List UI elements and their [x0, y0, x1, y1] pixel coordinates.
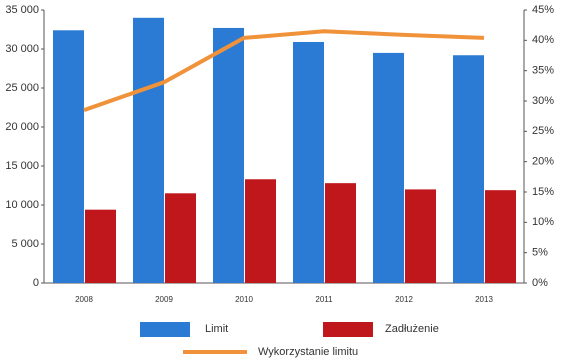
bar	[213, 27, 244, 283]
y2-tick-label: 25%	[532, 125, 554, 137]
y2-tick-label: 5%	[532, 247, 548, 259]
x-tick-label: 2010	[235, 295, 253, 304]
y2-tick-label: 30%	[532, 95, 554, 107]
y-tick-label: 0	[33, 277, 39, 289]
y-tick-label: 15 000	[5, 160, 39, 172]
legend-label: Wykorzystanie limitu	[258, 346, 358, 358]
legend-swatch	[323, 322, 373, 337]
x-tick-label: 2009	[155, 295, 173, 304]
y-tick-label: 10 000	[5, 199, 39, 211]
x-tick-label: 2011	[315, 295, 333, 304]
bar	[245, 179, 276, 283]
bar	[293, 41, 324, 284]
x-tick-label: 2013	[475, 295, 493, 304]
x-tick-label: 2008	[75, 295, 93, 304]
legend-swatch	[140, 322, 190, 337]
bar	[453, 55, 484, 283]
bar	[485, 190, 516, 283]
y2-tick-label: 35%	[532, 65, 554, 77]
bar	[405, 189, 436, 283]
bar	[165, 193, 196, 283]
bar	[53, 30, 84, 284]
y2-tick-label: 45%	[532, 4, 554, 16]
bar	[133, 17, 164, 284]
y-tick-label: 25 000	[5, 82, 39, 94]
bar	[85, 209, 116, 283]
y-tick-label: 35 000	[5, 4, 39, 16]
x-tick-label: 2012	[395, 295, 413, 304]
y2-tick-label: 15%	[532, 186, 554, 198]
legend-label: Limit	[205, 323, 228, 335]
bar	[373, 52, 404, 284]
legend-label: Zadłużenie	[385, 323, 439, 335]
y2-tick-label: 0%	[532, 277, 548, 289]
y-tick-label: 5 000	[11, 238, 39, 250]
y2-tick-label: 20%	[532, 156, 554, 168]
bar	[325, 183, 356, 283]
line	[83, 29, 485, 112]
y-tick-label: 30 000	[5, 43, 39, 55]
y2-tick-label: 10%	[532, 216, 554, 228]
y-tick-label: 20 000	[5, 121, 39, 133]
y2-tick-label: 40%	[532, 34, 554, 46]
